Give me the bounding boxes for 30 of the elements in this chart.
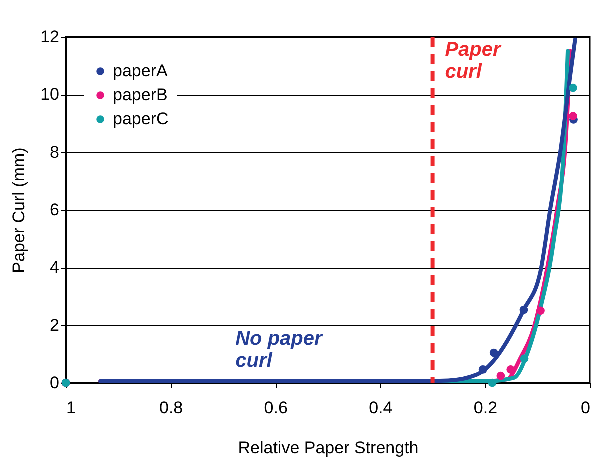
x-tick-label: 0.6 — [264, 398, 288, 418]
point — [520, 354, 529, 363]
point — [520, 306, 528, 314]
y-tick-label: 4 — [50, 258, 60, 278]
point — [488, 378, 497, 388]
x-tick-label: 0.2 — [474, 398, 498, 418]
point — [536, 306, 545, 316]
point — [569, 112, 578, 120]
annotation: Paper curl — [445, 38, 502, 83]
y-tick-label: 12 — [40, 28, 60, 46]
y-axis-title: Paper Curl (mm) — [10, 148, 29, 274]
x-tick-label: 0 — [581, 398, 590, 418]
x-tick-label: 1 — [66, 398, 76, 418]
x-axis-title: Relative Paper Strength — [238, 438, 419, 458]
legend-label: paperA — [113, 62, 168, 80]
y-tick-label: 8 — [50, 142, 60, 162]
x-tick-label: 0.4 — [369, 398, 393, 418]
x-tick-label: 0.8 — [159, 398, 184, 418]
y-tick-label: 2 — [50, 316, 60, 335]
point — [506, 366, 516, 374]
y-tick-label: 0 — [50, 374, 60, 392]
point — [569, 84, 578, 92]
point — [478, 366, 488, 374]
legend-label: paperB — [113, 86, 168, 104]
y-tick-label: 10 — [40, 85, 60, 104]
annotation: No paper curl — [236, 328, 324, 372]
legend-label: paperC — [113, 110, 169, 128]
point — [490, 348, 498, 358]
point — [496, 372, 506, 380]
y-tick-label: 6 — [50, 200, 60, 220]
